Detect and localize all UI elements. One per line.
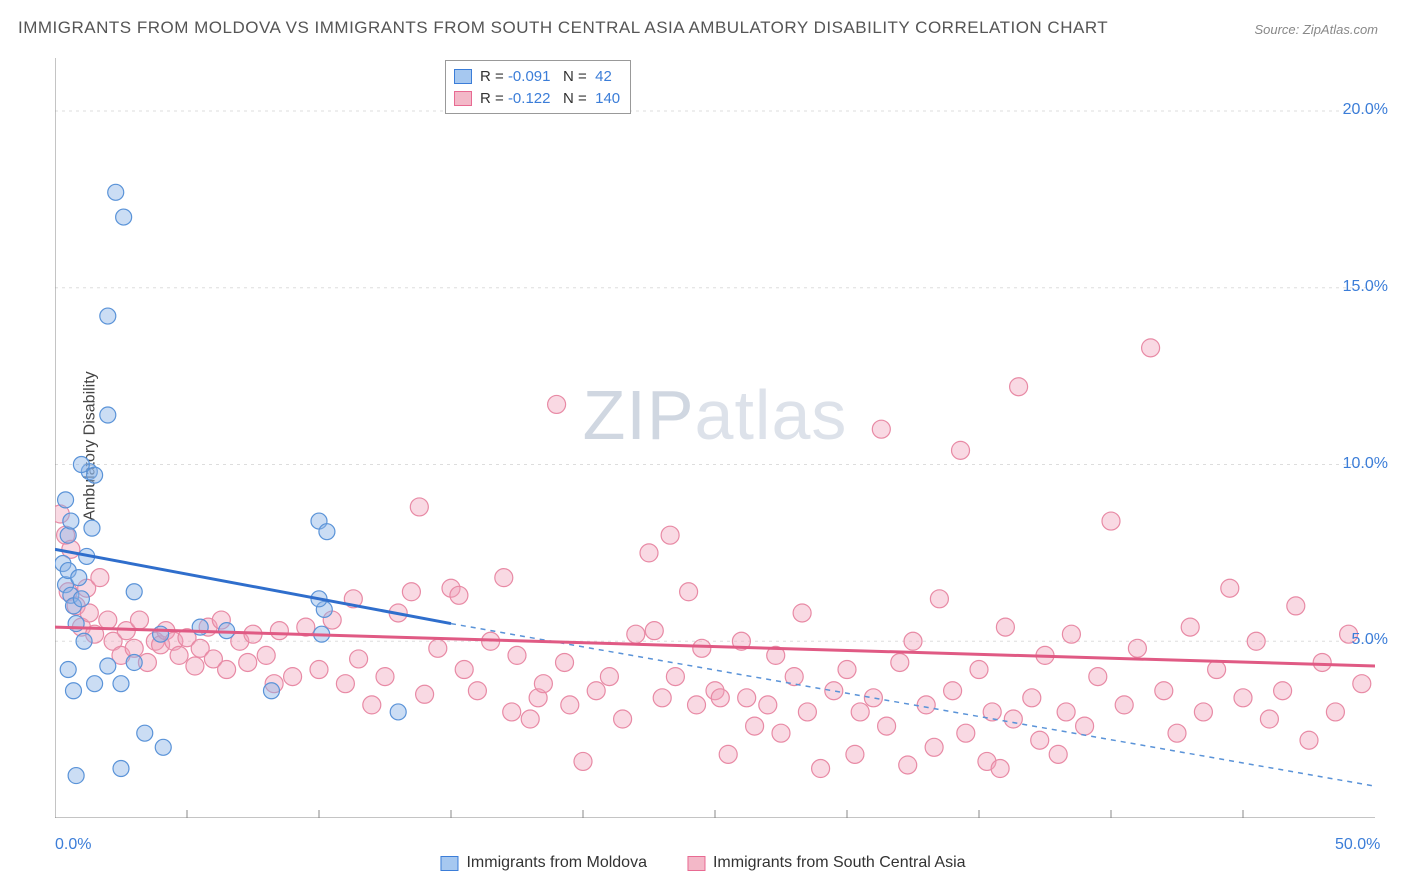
corr-legend-text: R = -0.091 N = 42 bbox=[480, 68, 612, 85]
correlation-legend: R = -0.091 N = 42 R = -0.122 N = 140 bbox=[445, 60, 631, 114]
source-attribution: Source: ZipAtlas.com bbox=[1254, 22, 1378, 37]
y-tick-label: 20.0% bbox=[1343, 101, 1388, 119]
series-legend: Immigrants from Moldova Immigrants from S… bbox=[440, 854, 965, 872]
x-tick-label: 50.0% bbox=[1335, 836, 1380, 854]
legend-swatch bbox=[454, 91, 472, 106]
series-legend-item: Immigrants from South Central Asia bbox=[687, 854, 966, 872]
chart-area: ZIPatlas bbox=[55, 58, 1375, 818]
chart-title: IMMIGRANTS FROM MOLDOVA VS IMMIGRANTS FR… bbox=[18, 18, 1108, 38]
corr-legend-row: R = -0.091 N = 42 bbox=[454, 65, 620, 87]
y-tick-label: 15.0% bbox=[1343, 278, 1388, 296]
y-tick-label: 10.0% bbox=[1343, 455, 1388, 473]
series-legend-label: Immigrants from South Central Asia bbox=[713, 854, 966, 872]
legend-swatch bbox=[440, 856, 458, 871]
x-tick-label: 0.0% bbox=[55, 836, 91, 854]
scatter-plot-svg bbox=[55, 58, 1375, 818]
legend-swatch bbox=[454, 69, 472, 84]
legend-swatch bbox=[687, 856, 705, 871]
series-legend-label: Immigrants from Moldova bbox=[466, 854, 647, 872]
y-tick-label: 5.0% bbox=[1352, 631, 1388, 649]
corr-legend-text: R = -0.122 N = 140 bbox=[480, 90, 620, 107]
series-legend-item: Immigrants from Moldova bbox=[440, 854, 647, 872]
corr-legend-row: R = -0.122 N = 140 bbox=[454, 87, 620, 109]
